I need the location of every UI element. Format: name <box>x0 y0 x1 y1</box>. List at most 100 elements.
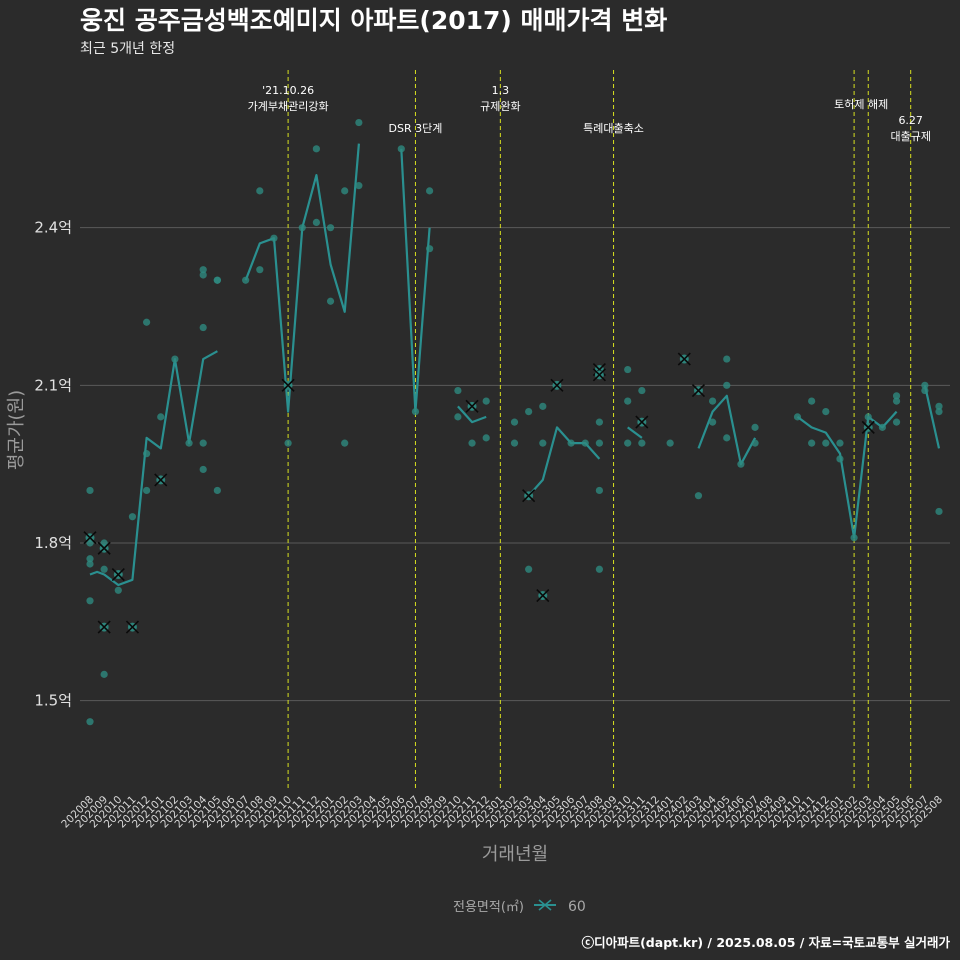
data-point <box>892 418 901 426</box>
data-point <box>878 423 887 431</box>
data-point <box>482 434 490 442</box>
data-point <box>100 670 108 678</box>
data-point <box>822 439 830 447</box>
series-line-segment <box>923 385 941 449</box>
data-point <box>468 439 476 447</box>
series-line-segment <box>457 405 487 424</box>
data-point <box>86 486 94 495</box>
data-point <box>694 492 703 500</box>
data-point <box>751 423 759 431</box>
cross-marker <box>677 352 691 366</box>
data-point <box>666 439 674 447</box>
data-point <box>199 465 207 474</box>
data-point <box>157 413 165 421</box>
data-point <box>242 276 250 284</box>
cross-marker <box>465 399 479 413</box>
legend: 전용면적(㎡) 60 <box>453 899 586 915</box>
event-annotation-text: 가계부채관리강화 <box>248 100 329 113</box>
series-line-segment <box>627 426 643 439</box>
data-point <box>624 365 632 374</box>
x-axis-title: 거래년월 <box>482 844 548 865</box>
y-axis-title: 평균가(원) <box>6 390 27 470</box>
data-point <box>355 118 363 127</box>
cross-marker <box>522 489 536 503</box>
chart-subtitle: 최근 5개년 한정 <box>80 41 175 57</box>
cross-marker <box>97 541 111 555</box>
data-point <box>482 397 490 405</box>
data-point <box>256 266 264 274</box>
data-point <box>737 460 745 468</box>
cross-marker <box>592 368 606 382</box>
data-point <box>86 718 94 726</box>
data-point <box>935 507 943 516</box>
data-point <box>567 439 575 447</box>
data-point <box>143 318 151 326</box>
data-point <box>312 218 320 227</box>
data-point <box>539 402 547 410</box>
data-point <box>143 486 151 495</box>
data-point <box>525 408 533 416</box>
data-point <box>128 513 137 521</box>
data-point <box>411 408 420 416</box>
data-point <box>864 413 872 421</box>
legend-title: 전용면적(㎡) <box>453 900 524 915</box>
cross-marker <box>125 620 140 634</box>
cross-marker <box>154 473 168 487</box>
cross-marker <box>111 567 125 582</box>
data-point <box>510 418 519 426</box>
data-point <box>822 408 830 416</box>
cross-marker <box>861 420 875 434</box>
series-line-segment <box>697 394 757 466</box>
data-point <box>199 266 207 274</box>
data-point <box>709 397 717 405</box>
data-point <box>199 271 207 279</box>
event-annotation-text: 6.27 <box>898 114 923 127</box>
data-point <box>143 450 151 458</box>
grid-layer <box>80 227 950 702</box>
data-point <box>638 439 646 447</box>
data-point <box>836 439 844 447</box>
data-point <box>892 392 901 400</box>
event-annotation-text: 규제완화 <box>480 100 520 113</box>
source-footer: ⓒ디아파트(dapt.kr) / 2025.08.05 / 자료=국토교통부 실… <box>582 935 951 950</box>
data-point <box>595 418 604 426</box>
data-point <box>638 386 646 395</box>
data-point <box>921 381 929 389</box>
event-annotation-text: 토허제 해제 <box>834 97 888 111</box>
data-point <box>595 486 604 495</box>
data-point <box>709 418 717 426</box>
legend-label-60: 60 <box>568 899 586 915</box>
data-point <box>185 439 193 447</box>
data-point <box>454 413 462 421</box>
data-point <box>326 297 335 305</box>
cross-marker <box>635 415 649 429</box>
data-point <box>312 145 320 153</box>
data-point <box>581 439 589 447</box>
cross-marker <box>691 384 706 398</box>
series-line-60 <box>89 143 941 587</box>
data-point <box>921 386 929 395</box>
data-point <box>213 276 221 284</box>
cross-marker <box>281 378 295 392</box>
legend-cross-key <box>538 899 552 911</box>
data-point <box>355 182 363 190</box>
data-point <box>426 187 434 195</box>
data-point <box>213 486 221 495</box>
cross-marker <box>97 620 111 634</box>
data-point <box>86 597 94 605</box>
data-point <box>595 565 604 573</box>
data-point <box>298 224 306 232</box>
data-point <box>539 439 547 447</box>
data-point <box>341 187 349 195</box>
data-point <box>723 355 731 363</box>
data-point <box>114 586 122 594</box>
data-point <box>935 402 943 410</box>
data-point <box>624 439 632 447</box>
data-point <box>256 187 264 195</box>
data-point <box>892 397 901 405</box>
data-point <box>723 381 731 389</box>
data-point <box>100 565 108 573</box>
data-point <box>935 408 943 416</box>
event-annotation-text: DSR 3단계 <box>389 122 443 135</box>
data-point <box>199 323 207 332</box>
